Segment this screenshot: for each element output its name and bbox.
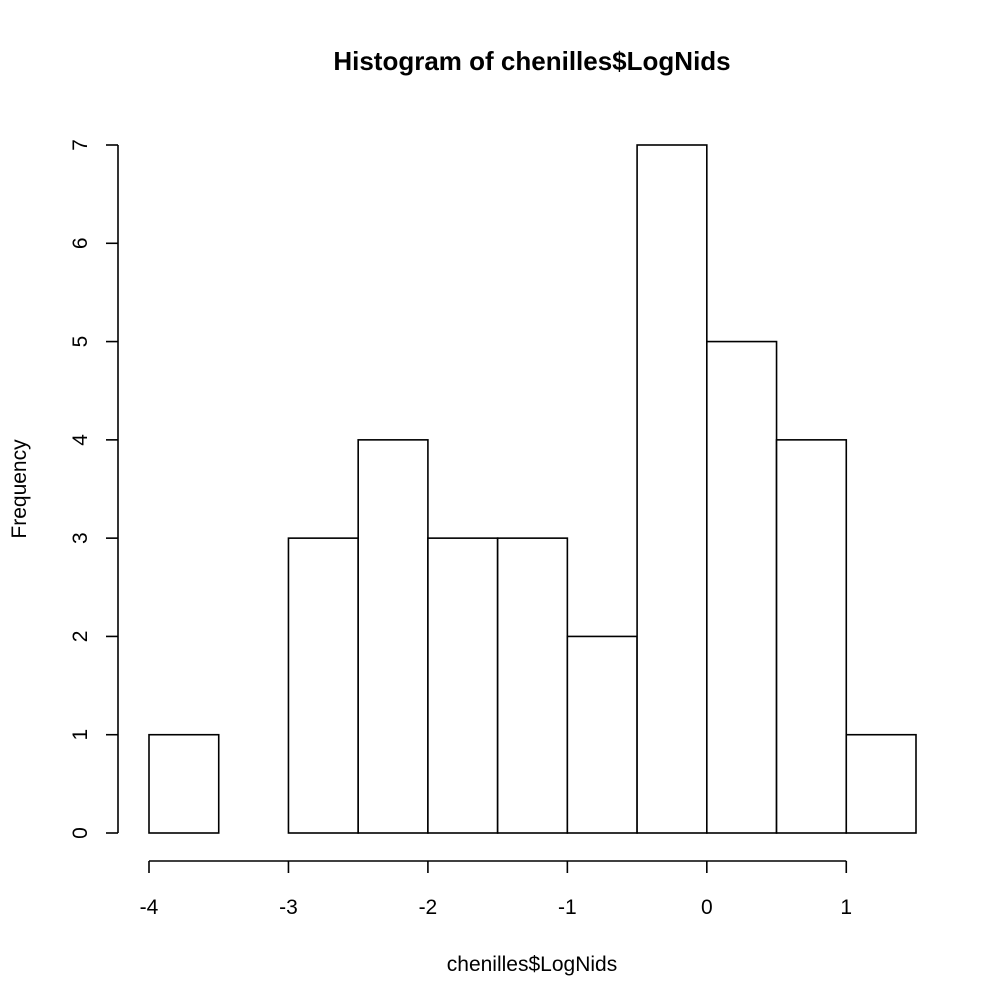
x-tick-label: -4 bbox=[140, 896, 159, 919]
y-tick-label: 3 bbox=[69, 532, 92, 544]
histogram-bar bbox=[706, 340, 778, 834]
y-tick-label: 2 bbox=[69, 631, 92, 643]
histogram-bar bbox=[496, 537, 569, 834]
y-tick-label: 4 bbox=[69, 434, 92, 446]
histogram-bar bbox=[357, 439, 429, 834]
histogram-bar bbox=[845, 733, 917, 834]
chart-title: Histogram of chenilles$LogNids bbox=[333, 46, 730, 76]
y-tick-label: 5 bbox=[69, 336, 92, 348]
histogram-bar bbox=[775, 439, 848, 834]
y-tick-label: 6 bbox=[69, 237, 92, 249]
y-axis-label: Frequency bbox=[8, 439, 31, 539]
histogram-bar bbox=[427, 537, 499, 834]
histogram-bar bbox=[566, 635, 638, 834]
y-tick-label: 7 bbox=[69, 139, 92, 151]
x-tick-label: 0 bbox=[701, 896, 713, 919]
x-tick-label: -2 bbox=[419, 896, 438, 919]
bars-group bbox=[148, 144, 917, 834]
histogram-bar bbox=[636, 144, 708, 834]
x-axis: -4 -3 -2 -1 0 1 bbox=[140, 860, 852, 919]
histogram-bar bbox=[287, 537, 359, 834]
x-axis-label: chenilles$LogNids bbox=[447, 953, 617, 976]
x-tick-label: -3 bbox=[279, 896, 298, 919]
y-tick-label: 1 bbox=[69, 729, 92, 741]
histogram-bar bbox=[148, 733, 220, 834]
x-tick-label: -1 bbox=[558, 896, 577, 919]
x-tick-label: 1 bbox=[840, 896, 852, 919]
y-tick-label: 0 bbox=[69, 827, 92, 839]
y-axis: 0 1 2 3 4 5 6 7 bbox=[69, 139, 119, 839]
